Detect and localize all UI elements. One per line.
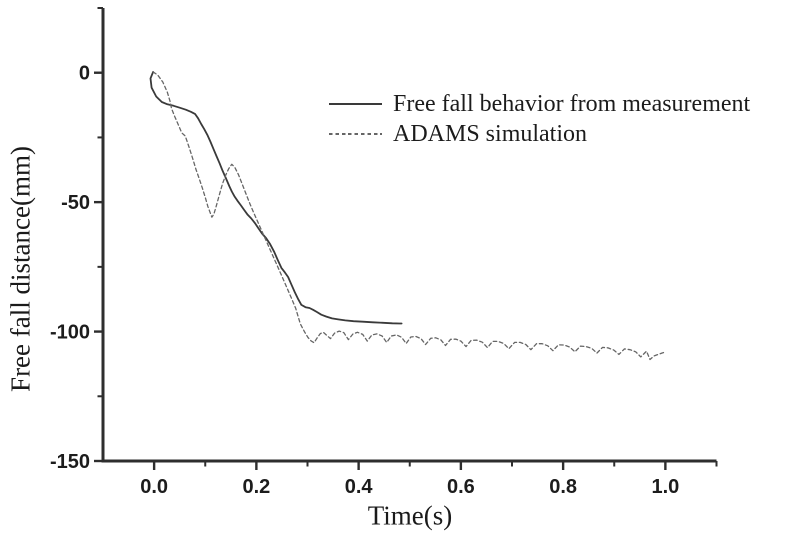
legend-item-measurement: Free fall behavior from measurement xyxy=(329,89,750,119)
solid-line-sample xyxy=(329,103,382,105)
y-tick-label: -50 xyxy=(61,192,90,214)
x-tick-label: 0.6 xyxy=(447,476,475,498)
x-tick-label: 0.0 xyxy=(140,476,168,498)
y-tick-label: 0 xyxy=(79,63,90,85)
legend-label-measurement: Free fall behavior from measurement xyxy=(393,90,751,117)
x-tick-label: 0.4 xyxy=(345,476,374,498)
x-tick-label: 0.8 xyxy=(549,476,577,498)
y-axis-title: Free fall distance(mm) xyxy=(5,146,36,392)
axis-spines xyxy=(101,8,717,463)
legend-item-adams: ADAMS simulation xyxy=(329,119,750,149)
y-tick-label: -150 xyxy=(50,451,90,473)
x-axis-title: Time(s) xyxy=(367,500,453,531)
legend-label-adams: ADAMS simulation xyxy=(393,120,588,147)
x-tick-label: 0.2 xyxy=(242,476,270,498)
measurement-curve xyxy=(149,71,403,325)
dashed-line-sample xyxy=(329,133,382,135)
y-tick-label: -100 xyxy=(50,322,90,344)
x-tick-label: 1.0 xyxy=(651,476,679,498)
legend: Free fall behavior from measurement ADAM… xyxy=(329,89,750,149)
adams-simulation-curve xyxy=(152,71,667,361)
